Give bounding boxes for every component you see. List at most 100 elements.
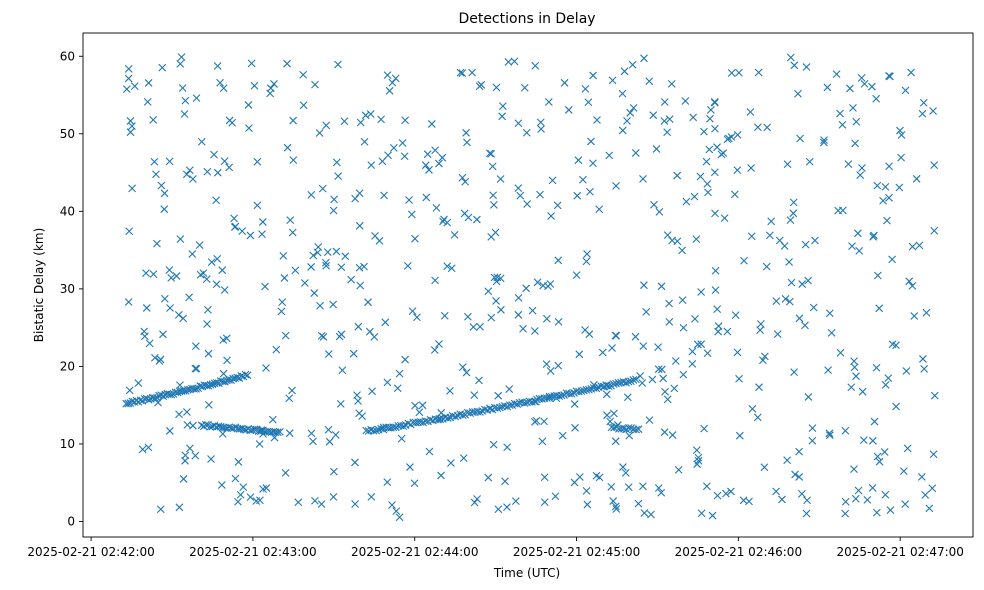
scatter-point <box>236 490 245 499</box>
scatter-point <box>321 258 330 267</box>
scatter-point <box>391 74 400 83</box>
scatter-point <box>128 122 136 130</box>
scatter-point <box>126 128 135 137</box>
scatter-point <box>692 235 701 244</box>
scatter-point <box>317 331 326 340</box>
scatter-point <box>627 377 635 386</box>
scatter-point <box>180 110 189 118</box>
scatter-point <box>760 352 769 361</box>
scatter-point <box>650 200 658 209</box>
scatter-point <box>223 356 231 365</box>
scatter-point <box>165 427 174 435</box>
scatter-point <box>514 310 523 319</box>
scatter-point <box>632 425 641 434</box>
scatter-point <box>436 415 445 423</box>
scatter-point <box>351 194 360 203</box>
scatter-point <box>351 500 360 508</box>
scatter-point <box>795 447 803 456</box>
scatter-point <box>825 431 834 440</box>
scatter-point <box>785 258 793 266</box>
scatter-point <box>702 157 711 166</box>
scatter-point <box>619 463 627 471</box>
scatter-point <box>415 408 424 417</box>
scatter-point <box>574 156 583 165</box>
scatter-point <box>285 394 294 403</box>
scatter-point <box>584 98 593 107</box>
scatter-point <box>609 409 618 418</box>
scatter-point <box>522 284 530 293</box>
scatter-point <box>844 160 853 169</box>
scatter-point <box>510 57 519 66</box>
scatter-point <box>447 459 455 467</box>
scatter-point <box>422 193 431 202</box>
scatter-point <box>151 353 159 362</box>
scatter-point <box>399 422 408 430</box>
y-tick-label: 60 <box>60 49 75 63</box>
scatter-point <box>846 84 854 93</box>
scatter-point <box>485 149 494 158</box>
scatter-point <box>557 391 566 400</box>
scatter-point <box>540 417 548 426</box>
scatter-point <box>705 145 714 154</box>
scatter-point <box>309 437 317 446</box>
scatter-point <box>869 232 878 241</box>
scatter-point <box>383 478 392 486</box>
scatter-point <box>239 483 248 492</box>
scatter-point <box>244 101 253 109</box>
scatter-point <box>678 246 687 255</box>
scatter-point <box>674 465 683 474</box>
scatter-point <box>820 138 828 147</box>
scatter-point <box>622 378 630 387</box>
scatter-point <box>458 173 467 182</box>
y-tick-label: 30 <box>60 282 75 296</box>
scatter-point <box>564 106 573 114</box>
scatter-point <box>528 398 536 406</box>
scatter-point <box>589 71 598 80</box>
scatter-point <box>747 164 755 172</box>
scatter-point <box>577 387 586 396</box>
scatter-point <box>554 317 563 326</box>
scatter-point <box>560 78 569 87</box>
scatter-point <box>735 374 743 383</box>
scatter-point <box>268 415 277 424</box>
scatter-point <box>772 487 780 496</box>
scatter-point <box>497 305 505 314</box>
scatter-point <box>740 256 748 265</box>
scatter-point <box>128 184 137 193</box>
scatter-point <box>673 171 682 180</box>
scatter-point <box>377 424 385 433</box>
scatter-point <box>868 484 877 492</box>
scatter-point <box>625 431 634 440</box>
scatter-point <box>883 216 891 225</box>
scatter-point <box>349 349 358 358</box>
scatter-point <box>246 493 255 502</box>
scatter-point <box>473 215 481 224</box>
scatter-point <box>850 363 859 372</box>
scatter-point <box>713 305 722 314</box>
scatter-point <box>250 425 259 434</box>
scatter-point <box>355 221 364 230</box>
scatter-point <box>789 198 798 207</box>
scatter-point <box>689 113 698 122</box>
scatter-point <box>330 195 339 204</box>
scatter-point <box>823 83 832 92</box>
scatter-point <box>181 96 190 105</box>
scatter-point <box>733 130 742 139</box>
scatter-point <box>365 327 374 336</box>
scatter-point <box>713 143 721 152</box>
scatter-point <box>158 63 167 72</box>
scatter-point <box>542 360 551 369</box>
scatter-point <box>280 274 289 282</box>
scatter-point <box>309 251 318 260</box>
scatter-point <box>283 59 291 68</box>
scatter-point <box>692 446 701 454</box>
scatter-point <box>388 501 396 509</box>
scatter-point <box>892 341 900 350</box>
scatter-point <box>868 436 877 445</box>
scatter-point <box>849 103 857 112</box>
scatter-point <box>261 282 269 291</box>
scatter-point <box>432 203 441 212</box>
scatter-point <box>324 425 333 434</box>
scatter-point <box>548 176 557 185</box>
scatter-point <box>323 248 332 257</box>
